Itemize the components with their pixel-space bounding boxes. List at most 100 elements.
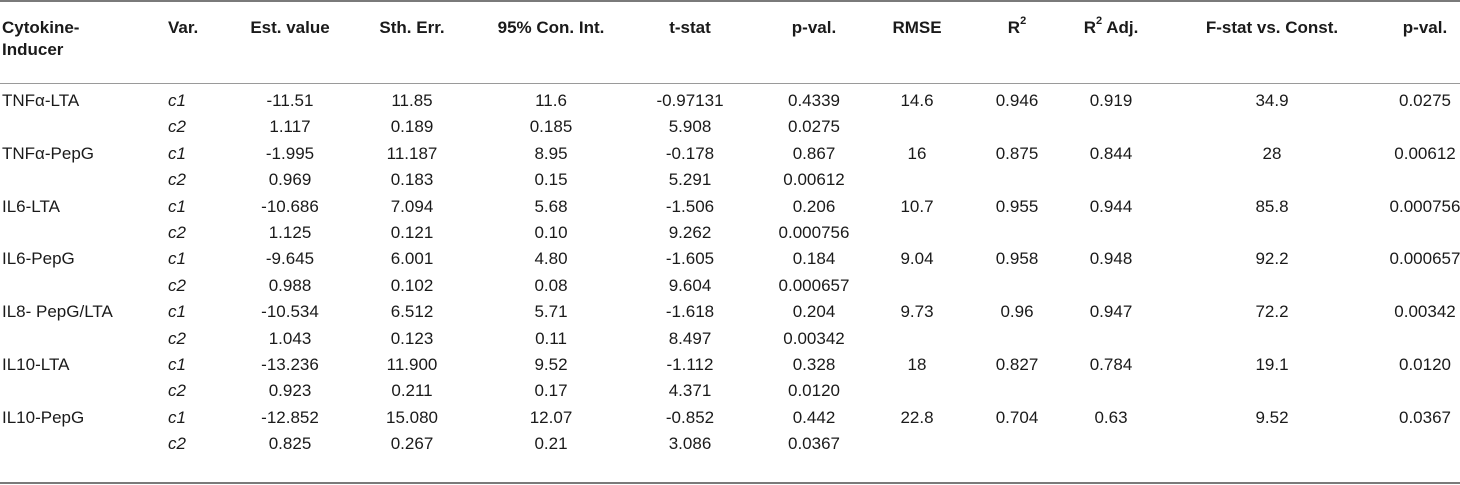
pval-cell: 0.328 — [792, 355, 836, 374]
rmse-cell: 16 — [907, 143, 927, 163]
var-cell: c2 — [168, 275, 186, 295]
r2-cell: 0.958 — [995, 249, 1039, 269]
inducer-cell: TNFα-PepG — [2, 143, 95, 163]
tstat-cell: -1.506 — [665, 196, 715, 216]
header-r2-adj: R2 Adj. — [1083, 15, 1139, 37]
est-cell: 0.969 — [268, 170, 312, 190]
var-cell: c2 — [168, 328, 186, 348]
stderr-cell: 6.512 — [390, 302, 434, 322]
fstat-cell: 85.8 — [1255, 196, 1289, 216]
pval-cell: 0.0275 — [788, 117, 840, 137]
est-cell: -1.995 — [265, 143, 315, 163]
fstat-cell: 34.9 — [1255, 91, 1289, 110]
r2adj-cell: 0.944 — [1089, 196, 1133, 216]
fstat-cell: 28 — [1262, 143, 1282, 163]
r2-cell: 0.827 — [995, 355, 1039, 374]
stderr-cell: 0.102 — [390, 275, 434, 295]
header-fstat: F-stat vs. Const. — [1205, 18, 1339, 37]
header-rule — [0, 83, 1460, 84]
header-ci: 95% Con. Int. — [497, 18, 605, 37]
ci-cell: 11.6 — [535, 91, 567, 110]
var-cell: c2 — [168, 223, 186, 242]
fstat-cell: 19.1 — [1255, 355, 1289, 374]
header-inducer-line2: Inducer — [2, 40, 64, 59]
tstat-cell: 9.604 — [668, 275, 712, 295]
tstat-cell: 3.086 — [668, 434, 712, 454]
pval-cell: 0.000756 — [778, 223, 850, 242]
tstat-cell: 8.497 — [668, 328, 712, 348]
r2adj-cell: 0.947 — [1089, 302, 1133, 322]
header-pval: p-val. — [791, 18, 837, 37]
header-var: Var. — [168, 18, 199, 37]
var-cell: c1 — [168, 302, 186, 322]
fstat-cell: 9.52 — [1255, 407, 1289, 427]
r2-cell: 0.704 — [995, 407, 1039, 427]
rmse-cell: 10.7 — [900, 196, 934, 216]
pval-cell: 0.442 — [792, 407, 836, 427]
pval2-cell: 0.000756 — [1389, 196, 1460, 216]
r2-cell: 0.955 — [995, 196, 1039, 216]
est-cell: 0.988 — [268, 275, 312, 295]
est-cell: -11.51 — [266, 91, 314, 110]
pval2-cell: 0.00342 — [1394, 302, 1456, 322]
var-cell: c1 — [168, 143, 186, 163]
pval-cell: 0.0120 — [788, 381, 840, 401]
pval-cell: 0.00612 — [783, 170, 845, 190]
r2-cell: 0.946 — [995, 91, 1039, 110]
tstat-cell: -0.97131 — [656, 91, 724, 110]
inducer-cell: TNFα-LTA — [2, 91, 80, 110]
est-cell: 1.125 — [268, 223, 312, 242]
stderr-cell: 0.121 — [390, 223, 434, 242]
ci-cell: 8.95 — [534, 143, 568, 163]
ci-cell: 0.10 — [534, 223, 568, 242]
header-est: Est. value — [250, 18, 330, 37]
ci-cell: 0.11 — [535, 328, 567, 348]
stderr-cell: 15.080 — [386, 407, 438, 427]
var-cell: c2 — [168, 434, 186, 454]
rmse-cell: 14.6 — [900, 91, 934, 110]
header-r2: R2 — [1007, 15, 1027, 37]
r2adj-cell: 0.844 — [1089, 143, 1133, 163]
r2-cell: 0.875 — [995, 143, 1039, 163]
est-cell: 0.825 — [268, 434, 312, 454]
pval-cell: 0.867 — [792, 143, 836, 163]
inducer-cell: IL6-LTA — [2, 196, 60, 216]
var-cell: c1 — [168, 407, 186, 427]
stderr-cell: 11.900 — [386, 355, 438, 374]
pval-cell: 0.4339 — [788, 91, 840, 110]
est-cell: 0.923 — [268, 381, 312, 401]
inducer-cell: IL10-PepG — [2, 407, 85, 427]
tstat-cell: -1.605 — [665, 249, 715, 269]
ci-cell: 0.17 — [534, 381, 568, 401]
r2-cell: 0.96 — [1000, 302, 1034, 322]
stderr-cell: 6.001 — [390, 249, 434, 269]
stderr-cell: 0.123 — [390, 328, 434, 348]
header-pval2: p-val. — [1402, 18, 1448, 37]
pval-cell: 0.00342 — [783, 328, 845, 348]
ci-cell: 12.07 — [529, 407, 573, 427]
pval-cell: 0.000657 — [778, 275, 850, 295]
pval2-cell: 0.00612 — [1394, 143, 1456, 163]
ci-cell: 5.68 — [534, 196, 568, 216]
var-cell: c2 — [168, 170, 186, 190]
tstat-cell: -0.178 — [665, 143, 715, 163]
top-rule — [0, 0, 1460, 2]
stderr-cell: 0.183 — [390, 170, 434, 190]
tstat-cell: 5.908 — [668, 117, 712, 137]
var-cell: c1 — [168, 249, 186, 269]
est-cell: 1.043 — [268, 328, 312, 348]
stderr-cell: 11.85 — [391, 91, 433, 110]
pval2-cell: 0.0120 — [1399, 355, 1451, 374]
ci-cell: 4.80 — [534, 249, 568, 269]
r2adj-cell: 0.784 — [1089, 355, 1133, 374]
ci-cell: 9.52 — [534, 355, 568, 374]
stderr-cell: 7.094 — [390, 196, 434, 216]
tstat-cell: 5.291 — [668, 170, 712, 190]
pval2-cell: 0.0275 — [1399, 91, 1451, 110]
pval2-cell: 0.0367 — [1399, 407, 1451, 427]
inducer-cell: IL6-PepG — [2, 249, 75, 269]
pval-cell: 0.206 — [792, 196, 836, 216]
est-cell: -13.236 — [261, 355, 319, 374]
stderr-cell: 0.189 — [390, 117, 434, 137]
ci-cell: 0.185 — [529, 117, 573, 137]
